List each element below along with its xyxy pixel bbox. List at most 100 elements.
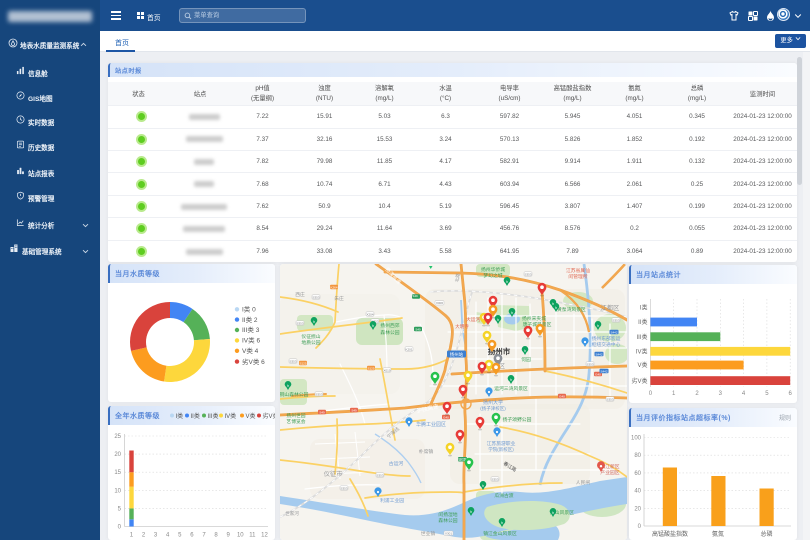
svg-text:西庄: 西庄	[295, 291, 305, 298]
svg-text:闰扬湿地: 闰扬湿地	[438, 511, 457, 518]
svg-text:人民闸: 人民闸	[576, 479, 591, 486]
svg-text:II类 2: II类 2	[242, 315, 258, 324]
svg-text:15: 15	[114, 470, 121, 476]
svg-text:V类: V类	[246, 412, 256, 420]
svg-text:2: 2	[142, 533, 146, 539]
svg-text:仪征市: 仪征市	[324, 470, 343, 478]
svg-text:瓜洲古渡: 瓜洲古渡	[494, 492, 513, 499]
svg-text:朱庄: 朱庄	[334, 295, 344, 302]
svg-text:5: 5	[178, 533, 182, 539]
svg-text:III类 3: III类 3	[242, 325, 260, 334]
svg-text:V类 4: V类 4	[242, 346, 259, 355]
svg-text:劣V类 6: 劣V类 6	[242, 357, 265, 366]
svg-text:扬州世园: 扬州世园	[286, 412, 305, 419]
svg-text:森林公园: 森林公园	[380, 329, 399, 336]
svg-text:焦山风景区: 焦山风景区	[550, 509, 574, 516]
svg-text:S353: S353	[612, 318, 619, 322]
svg-text:1: 1	[672, 391, 676, 397]
svg-text:2: 2	[695, 391, 699, 397]
svg-text:X010: X010	[383, 368, 390, 372]
svg-text:产业园区: 产业园区	[600, 469, 619, 476]
svg-text:h: h	[524, 349, 526, 353]
svg-text:S353: S353	[371, 319, 378, 323]
svg-text:3: 3	[154, 533, 158, 539]
svg-text:枢纽交通中心: 枢纽交通中心	[592, 341, 621, 348]
svg-text:氨氮: 氨氮	[712, 530, 724, 538]
svg-text:华腾工业园区: 华腾工业园区	[416, 421, 446, 428]
svg-text:S353: S353	[340, 486, 347, 490]
svg-text:大明寺: 大明寺	[455, 323, 469, 330]
svg-text:镇江新区: 镇江新区	[600, 463, 619, 470]
svg-text:朴席镇: 朴席镇	[419, 448, 434, 455]
svg-text:S353: S353	[586, 362, 593, 366]
svg-text:扬州站: 扬州站	[450, 351, 464, 358]
svg-text:运河三湾风景区: 运河三湾风景区	[494, 385, 528, 392]
svg-text:劣V类: 劣V类	[263, 412, 276, 420]
svg-text:III类: III类	[636, 333, 647, 341]
svg-text:扬州市: 扬州市	[488, 346, 511, 356]
svg-text:11: 11	[249, 533, 256, 539]
svg-text:II类: II类	[191, 412, 200, 420]
svg-text:S353: S353	[491, 477, 498, 481]
svg-text:扬州大学: 扬州大学	[483, 399, 503, 406]
svg-text:镇江金山风景区: 镇江金山风景区	[483, 530, 517, 537]
svg-text:世业镇: 世业镇	[421, 530, 436, 537]
svg-text:40: 40	[634, 489, 641, 495]
svg-text:学院(新校区): 学院(新校区)	[488, 446, 514, 453]
svg-text:S353: S353	[296, 321, 303, 325]
svg-text:S353: S353	[315, 392, 322, 396]
svg-text:1: 1	[130, 533, 134, 539]
svg-text:扬州西郊: 扬州西郊	[380, 322, 399, 329]
svg-text:h: h	[287, 384, 289, 388]
svg-text:5: 5	[118, 506, 122, 512]
svg-text:森林公园: 森林公园	[438, 517, 457, 524]
svg-text:S442: S442	[600, 369, 607, 373]
svg-text:h: h	[497, 318, 499, 322]
svg-text:世家河: 世家河	[285, 510, 299, 516]
svg-text:4: 4	[742, 391, 746, 397]
svg-text:唐子城风景区: 唐子城风景区	[523, 321, 552, 328]
svg-text:9: 9	[227, 533, 231, 539]
svg-text:北路: 北路	[453, 272, 462, 283]
svg-text:高锰酸盐指数: 高锰酸盐指数	[652, 530, 688, 538]
svg-text:江苏旅游职业: 江苏旅游职业	[487, 440, 516, 447]
svg-text:h: h	[470, 510, 472, 514]
svg-text:扬子颂野公园: 扬子颂野公园	[503, 416, 532, 423]
svg-text:S353: S353	[524, 272, 531, 276]
svg-text:h: h	[555, 306, 557, 310]
svg-text:S353: S353	[289, 359, 296, 363]
svg-text:江都区: 江都区	[601, 304, 620, 312]
svg-text:10: 10	[114, 488, 121, 494]
svg-text:I类: I类	[640, 304, 648, 312]
svg-text:h: h	[597, 324, 599, 328]
svg-text:利浦工业园: 利浦工业园	[380, 497, 404, 504]
svg-text:G40: G40	[443, 415, 449, 419]
svg-text:3: 3	[719, 391, 723, 397]
svg-text:I类 0: I类 0	[242, 305, 256, 314]
svg-text:4: 4	[166, 533, 170, 539]
svg-text:100: 100	[631, 436, 642, 442]
svg-text:7: 7	[202, 533, 206, 539]
svg-text:瑞祥路: 瑞祥路	[458, 458, 467, 462]
svg-text:I类: I类	[176, 412, 184, 420]
svg-text:闰管理所: 闰管理所	[568, 273, 587, 280]
svg-text:仪征捺山: 仪征捺山	[301, 333, 320, 340]
svg-text:(扬子津校区): (扬子津校区)	[480, 405, 506, 412]
svg-text:S442: S442	[610, 330, 617, 334]
svg-text:h: h	[372, 324, 374, 328]
svg-text:10: 10	[237, 533, 244, 539]
svg-text:IV类: IV类	[225, 412, 237, 420]
svg-text:黄泵湾风景区: 黄泵湾风景区	[557, 306, 586, 313]
svg-text:20: 20	[634, 506, 641, 512]
svg-text:X301: X301	[445, 532, 452, 536]
svg-text:12: 12	[261, 533, 268, 539]
svg-text:X006: X006	[436, 301, 443, 305]
svg-text:S353: S353	[312, 295, 319, 299]
svg-text:S353: S353	[376, 473, 383, 477]
svg-text:扬州东部客运: 扬州东部客运	[592, 335, 621, 342]
svg-text:K264: K264	[330, 285, 337, 289]
svg-text:S125: S125	[367, 366, 374, 370]
svg-text:III类: III类	[208, 412, 219, 420]
svg-text:地质公园: 地质公园	[301, 339, 320, 346]
svg-text:S353: S353	[606, 397, 613, 401]
